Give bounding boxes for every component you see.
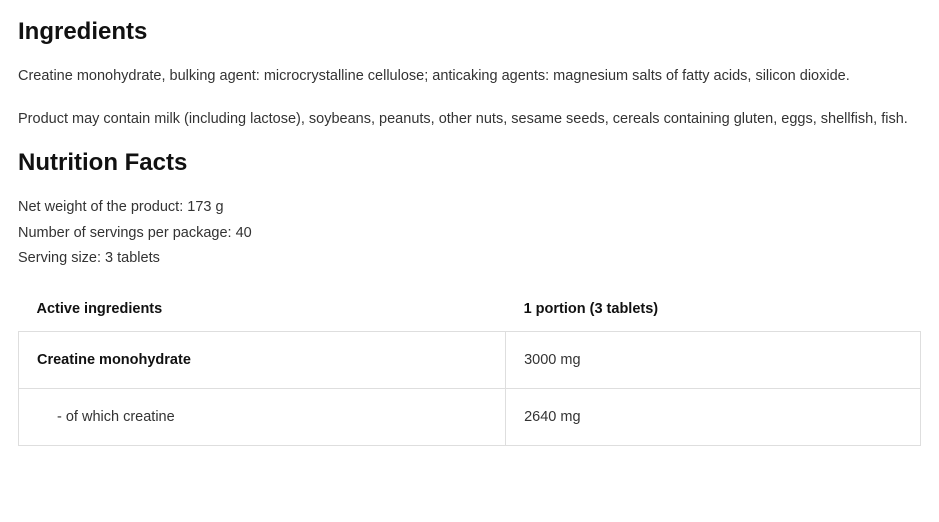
ingredient-name: Creatine monohydrate — [19, 332, 506, 389]
servings-per-package: Number of servings per package: 40 — [18, 221, 921, 246]
nutrition-heading: Nutrition Facts — [18, 149, 921, 177]
ingredient-value: 2640 mg — [506, 389, 921, 446]
table-row: - of which creatine 2640 mg — [19, 389, 921, 446]
nutrition-table: Active ingredients 1 portion (3 tablets)… — [18, 287, 921, 446]
table-row: Creatine monohydrate 3000 mg — [19, 332, 921, 389]
table-header-row: Active ingredients 1 portion (3 tablets) — [19, 287, 921, 332]
net-weight: Net weight of the product: 173 g — [18, 195, 921, 220]
ingredients-heading: Ingredients — [18, 18, 921, 46]
table-header-portion: 1 portion (3 tablets) — [506, 287, 921, 332]
ingredients-text-1: Creatine monohydrate, bulking agent: mic… — [18, 64, 921, 89]
nutrition-meta: Net weight of the product: 173 g Number … — [18, 195, 921, 271]
ingredient-value: 3000 mg — [506, 332, 921, 389]
ingredient-name: - of which creatine — [19, 389, 506, 446]
table-header-ingredients: Active ingredients — [19, 287, 506, 332]
ingredients-text-2: Product may contain milk (including lact… — [18, 107, 921, 132]
serving-size: Serving size: 3 tablets — [18, 246, 921, 271]
